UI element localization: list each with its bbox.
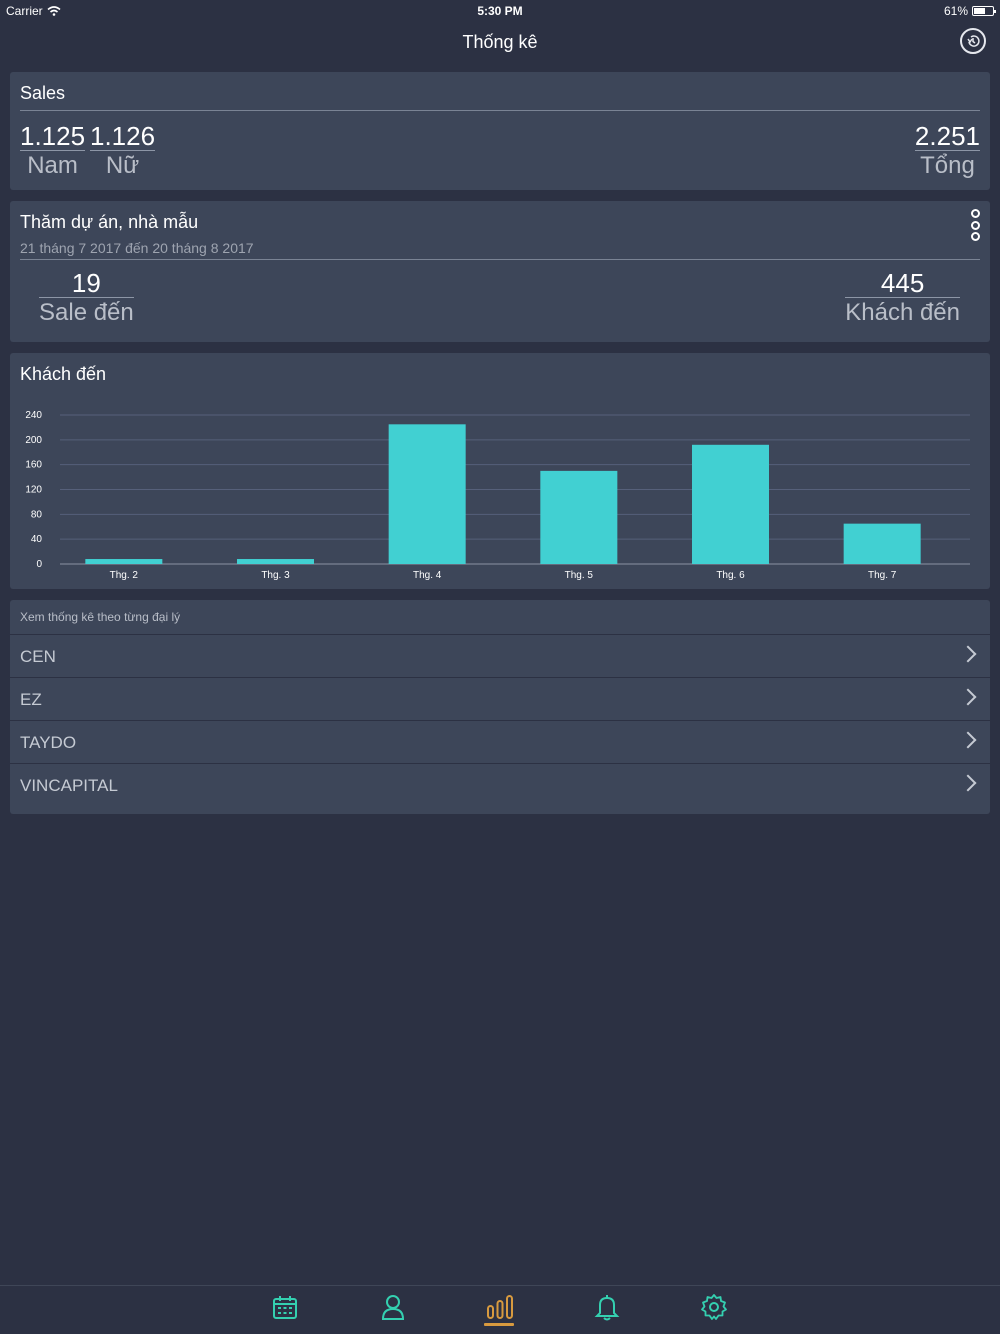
sales-total-label: Tổng <box>920 152 975 179</box>
visits-sale-stat: 19 Sale đến <box>39 269 134 328</box>
wifi-icon <box>47 6 61 16</box>
battery-info: 61% <box>943 4 996 18</box>
x-tick-label: Thg. 7 <box>868 570 897 581</box>
gear-icon <box>701 1294 727 1320</box>
agency-label: CEN <box>20 647 56 666</box>
y-tick-label: 120 <box>25 485 42 496</box>
y-tick-label: 40 <box>31 534 43 545</box>
user-icon <box>381 1295 405 1320</box>
carrier-info: Carrier <box>6 4 61 18</box>
visits-sale-label: Sale đến <box>39 299 134 326</box>
agency-label: TAYDO <box>20 733 77 752</box>
x-tick-label: Thg. 3 <box>261 570 290 581</box>
agency-row-cen[interactable]: CEN <box>10 634 990 677</box>
sales-male-stat: 1.125 Nam <box>20 121 86 181</box>
sales-male-value: 1.125 <box>20 121 86 151</box>
visits-card: Thăm dự án, nhà mẫu 21 tháng 7 2017 đến … <box>10 201 990 342</box>
battery-icon <box>972 6 996 16</box>
agency-row-vincapital[interactable]: VINCAPITAL <box>10 763 990 806</box>
bell-icon <box>594 1295 620 1321</box>
y-tick-label: 200 <box>25 435 42 446</box>
chart-bar <box>692 444 769 564</box>
tab-user[interactable] <box>378 1292 408 1322</box>
chart-bar <box>540 470 618 564</box>
y-tick-label: 0 <box>36 559 42 570</box>
bar-chart: 0 40 80 120 160 200 240 Thg. 2 Thg. 3 Thg. 4 Thg. … <box>25 410 970 581</box>
nav-bar: Thống kê <box>0 22 1000 62</box>
visits-customers-label: Khách đến <box>845 299 960 326</box>
y-tick-label: 80 <box>31 509 43 520</box>
tab-settings[interactable] <box>699 1292 729 1322</box>
visits-customers-value: 445 <box>845 269 960 298</box>
sales-total-value: 2.251 <box>914 121 980 151</box>
battery-percent: 61% <box>943 4 968 18</box>
x-tick-label: Thg. 6 <box>716 570 745 581</box>
status-time: 5:30 PM <box>477 4 523 18</box>
tab-calendar[interactable] <box>270 1292 300 1322</box>
x-tick-label: Thg. 5 <box>565 570 594 581</box>
chevron-right-icon <box>959 645 977 663</box>
chevron-right-icon <box>959 731 977 749</box>
status-bar: Carrier 5:30 PM 61% <box>0 0 1000 22</box>
sales-total-stat: 2.251 Tổng <box>914 121 980 181</box>
tab-notifications[interactable] <box>592 1292 622 1322</box>
sales-female-value: 1.126 <box>90 121 156 151</box>
agency-list-card: Xem thống kê theo từng đại lý CEN EZ TAY… <box>10 600 990 814</box>
chart-bar <box>237 559 314 564</box>
chart-bar <box>843 523 921 564</box>
sales-female-label: Nữ <box>105 152 140 179</box>
x-tick-label: Thg. 2 <box>110 570 139 581</box>
visits-title: Thăm dự án, nhà mẫu <box>20 212 199 232</box>
chart-card: Khách đến 0 40 80 120 160 200 240 Thg. 2 Thg. 3 T… <box>10 353 990 589</box>
sales-male-label: Nam <box>27 152 78 179</box>
chevron-right-icon <box>959 688 977 706</box>
visits-sale-value: 19 <box>39 269 134 298</box>
y-tick-label: 160 <box>25 460 42 471</box>
sales-female-stat: 1.126 Nữ <box>90 121 156 181</box>
chevron-right-icon <box>959 774 977 792</box>
sales-card: Sales 1.125 Nam 1.126 Nữ 2.251 Tổng <box>10 72 990 190</box>
visits-customers-stat: 445 Khách đến <box>845 269 960 328</box>
agency-label: EZ <box>20 690 42 709</box>
active-tab-indicator <box>484 1323 514 1326</box>
visits-date-range: 21 tháng 7 2017 đến 20 tháng 8 2017 <box>20 240 254 256</box>
bar-chart-icon <box>487 1295 513 1319</box>
carrier-label: Carrier <box>6 4 43 18</box>
sales-title: Sales <box>20 83 66 103</box>
history-icon[interactable] <box>960 28 986 54</box>
tab-bar <box>0 1285 1000 1334</box>
chart-title: Khách đến <box>20 364 107 384</box>
agency-row-ez[interactable]: EZ <box>10 677 990 720</box>
agency-list-header: Xem thống kê theo từng đại lý <box>20 610 181 624</box>
x-tick-label: Thg. 4 <box>413 570 442 581</box>
divider <box>20 259 980 260</box>
agency-label: VINCAPITAL <box>20 776 118 795</box>
tab-statistics[interactable] <box>485 1292 515 1322</box>
agency-row-taydo[interactable]: TAYDO <box>10 720 990 763</box>
chart-bar <box>85 559 163 564</box>
chart-bar <box>388 424 466 564</box>
y-tick-label: 240 <box>25 410 42 421</box>
divider <box>20 110 980 111</box>
more-vertical-icon[interactable] <box>968 209 982 241</box>
page-title: Thống kê <box>462 32 538 52</box>
calendar-icon <box>273 1296 297 1319</box>
